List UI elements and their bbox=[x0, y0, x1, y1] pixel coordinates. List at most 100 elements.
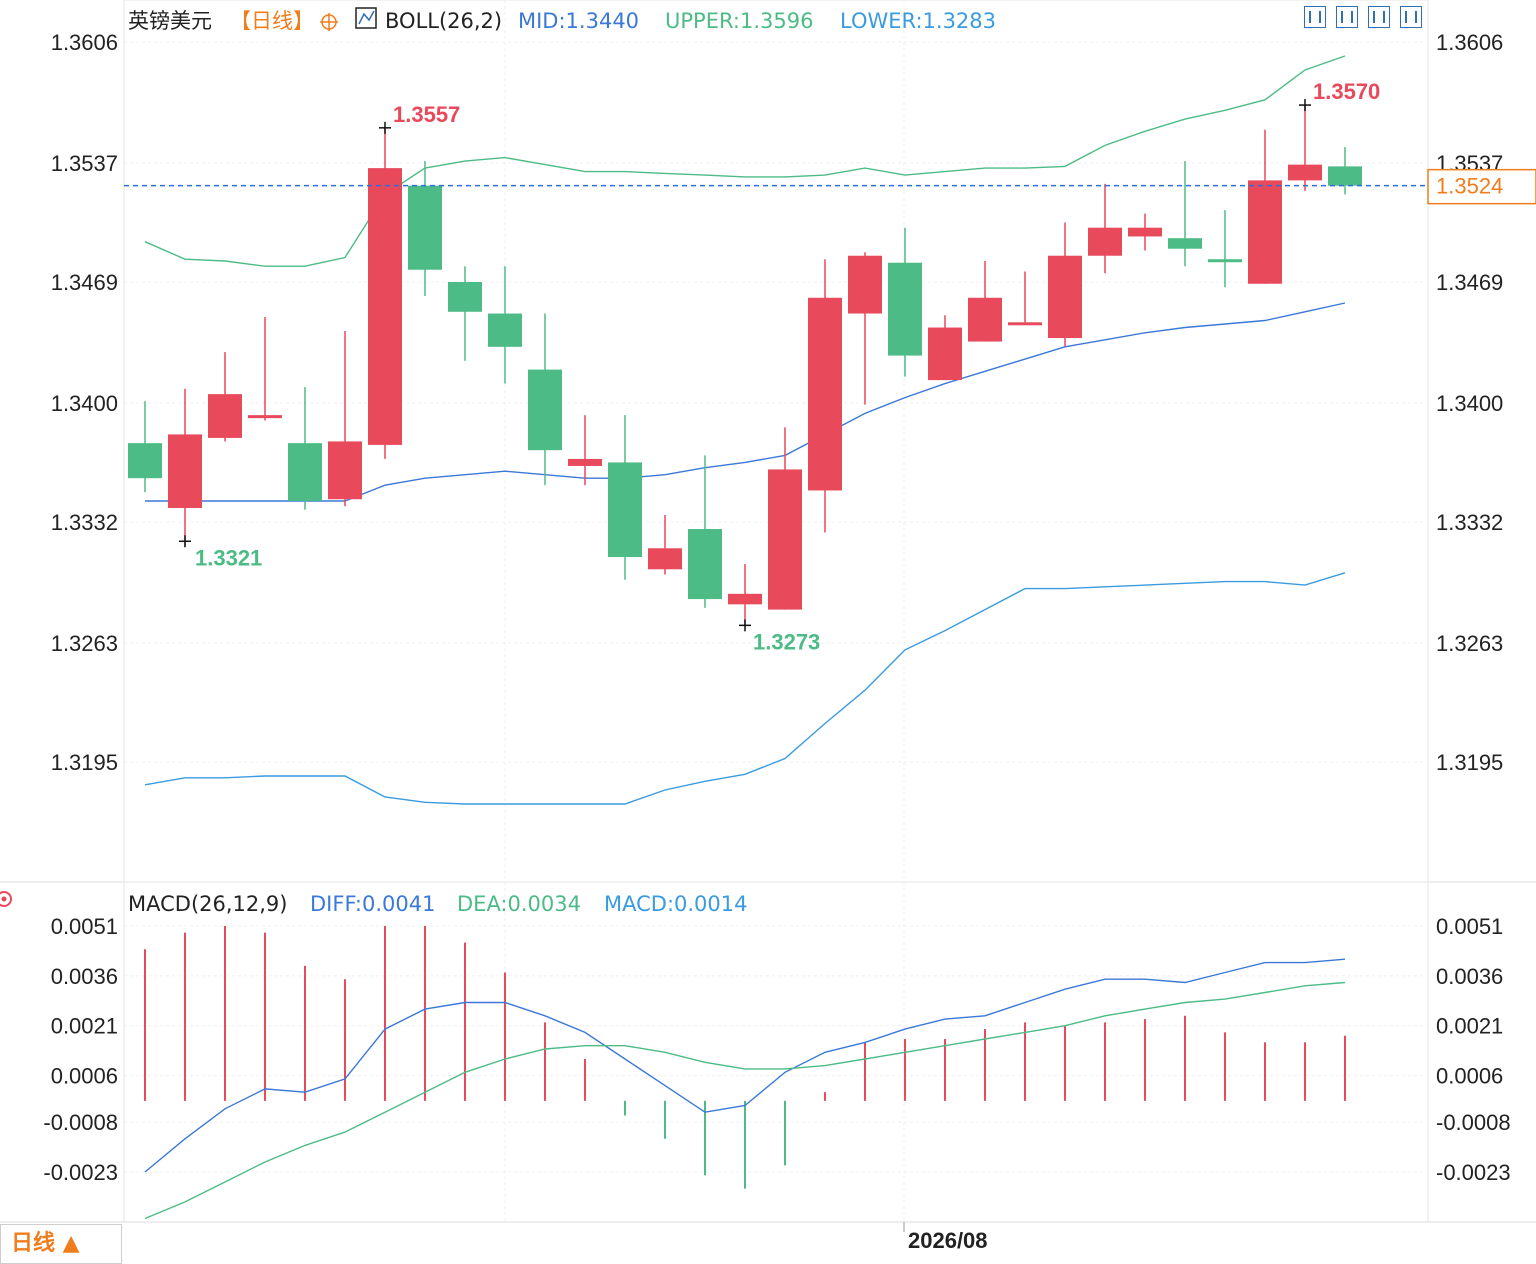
main-panel-frame bbox=[123, 0, 1429, 883]
price-tick-label-left: 1.3263 bbox=[51, 631, 118, 656]
candle-body bbox=[688, 529, 722, 600]
candle-up bbox=[1288, 105, 1322, 191]
macd-histogram bbox=[144, 926, 1346, 1189]
price-tick-label-left: 1.3332 bbox=[51, 510, 118, 535]
current-price-tag: 1.3524 bbox=[1427, 168, 1536, 205]
candle-body bbox=[928, 327, 962, 381]
price-tick-label-left: 1.3606 bbox=[51, 30, 118, 55]
candle-up bbox=[1008, 271, 1042, 326]
macd-dea-value: DEA:0.0034 bbox=[457, 892, 581, 916]
price-annotations: 1.3557 1.3321 1.3273 1.3570 bbox=[179, 79, 1380, 654]
boll-mid-value: MID:1.3440 bbox=[518, 9, 639, 33]
boll-upper-value: UPPER:1.3596 bbox=[665, 9, 813, 33]
price-axis-left: 1.3606 1.3537 1.3469 1.3400 1.3332 1.3263 1.31… bbox=[51, 30, 118, 775]
macd-tick-label-left: 0.0006 bbox=[51, 1064, 118, 1089]
toolbar-play-icon[interactable] bbox=[1368, 6, 1390, 28]
period-selector-button[interactable]: 日线 ▲ bbox=[0, 1224, 122, 1264]
candle-up bbox=[848, 252, 882, 405]
candle-up bbox=[728, 564, 762, 626]
candle-up bbox=[1048, 222, 1082, 347]
candle-up bbox=[168, 388, 202, 547]
macd-tick-label-left: -0.0023 bbox=[43, 1160, 118, 1185]
boll-lower-line bbox=[144, 572, 1346, 805]
date-label: 2026/08 bbox=[908, 1228, 988, 1253]
price-tick-label-right: 1.3263 bbox=[1436, 631, 1503, 656]
macd-tick-label-right: -0.0023 bbox=[1436, 1160, 1511, 1185]
macd-tick-label-left: -0.0008 bbox=[43, 1110, 118, 1135]
candle-body bbox=[528, 369, 562, 451]
indicator-name: BOLL(26,2) bbox=[385, 9, 502, 33]
boll-mid-line bbox=[145, 302, 1346, 502]
candle-body bbox=[848, 255, 882, 314]
toolbar-forward-icon[interactable] bbox=[1400, 6, 1422, 28]
candle-up bbox=[368, 127, 402, 459]
candle-up bbox=[1248, 129, 1282, 284]
candle-up bbox=[1128, 213, 1162, 251]
candle-body bbox=[208, 394, 242, 438]
macd-diff-value: DIFF:0.0041 bbox=[310, 892, 435, 916]
candle-down bbox=[1168, 161, 1202, 267]
toolbar-split-icon[interactable] bbox=[1336, 6, 1358, 28]
target-icon[interactable] bbox=[320, 13, 338, 31]
macd-dea-line bbox=[144, 981, 1346, 1220]
candle-up bbox=[328, 331, 362, 507]
candle-body bbox=[648, 548, 682, 570]
macd-tick-label-right: 0.0036 bbox=[1436, 964, 1503, 989]
candle-body bbox=[1168, 238, 1202, 249]
candle-body bbox=[1328, 166, 1362, 186]
candlesticks bbox=[128, 105, 1362, 626]
macd-macd-value: MACD:0.0014 bbox=[604, 892, 748, 916]
extreme-label-high_2: 1.3570 bbox=[1313, 79, 1380, 104]
boll-indicator-icon[interactable] bbox=[355, 7, 377, 29]
candle-down bbox=[408, 161, 442, 297]
period-tag[interactable]: 【日线】 bbox=[230, 9, 314, 33]
candle-body bbox=[408, 185, 442, 270]
boll-upper-line bbox=[144, 55, 1346, 267]
candle-body bbox=[248, 415, 282, 419]
candle-down bbox=[288, 387, 322, 510]
candle-body bbox=[1248, 180, 1282, 284]
candle-body bbox=[608, 462, 642, 558]
price-tick-label-right: 1.3195 bbox=[1436, 750, 1503, 775]
candle-body bbox=[288, 443, 322, 501]
macd-axis-left: 0.0051 0.0036 0.0021 0.0006 -0.0008 -0.0023 bbox=[43, 914, 118, 1185]
candle-up bbox=[248, 317, 282, 421]
toolbar-grid-icon[interactable] bbox=[1304, 6, 1326, 28]
current-price-label: 1.3524 bbox=[1436, 174, 1503, 199]
candle-body bbox=[1088, 227, 1122, 256]
extreme-label-high_1: 1.3557 bbox=[393, 102, 460, 127]
candle-up bbox=[1088, 183, 1122, 274]
macd-tick-label-right: 0.0006 bbox=[1436, 1064, 1503, 1089]
macd-tick-label-left: 0.0036 bbox=[51, 964, 118, 989]
candle-down bbox=[488, 266, 522, 384]
macd-axis-right: 0.0051 0.0036 0.0021 0.0006 -0.0008 -0.0023 bbox=[1436, 914, 1511, 1185]
price-tick-label-right: 1.3332 bbox=[1436, 510, 1503, 535]
candle-down bbox=[448, 266, 482, 361]
macd-tick-label-right: -0.0008 bbox=[1436, 1110, 1511, 1135]
candle-body bbox=[368, 168, 402, 445]
candle-body bbox=[1048, 255, 1082, 339]
macd-tick-label-right: 0.0051 bbox=[1436, 914, 1503, 939]
settings-icon[interactable] bbox=[0, 891, 12, 907]
macd-panel-frame bbox=[123, 881, 1429, 1223]
boll-lower-value: LOWER:1.3283 bbox=[840, 9, 996, 33]
candle-up bbox=[808, 259, 842, 533]
price-tick-label-right: 1.3400 bbox=[1436, 391, 1503, 416]
candle-body bbox=[808, 297, 842, 491]
candle-body bbox=[1208, 259, 1242, 263]
price-axis-right: 1.36061.35371.34691.34001.33321.32631.31… bbox=[1436, 30, 1503, 775]
price-tick-label-left: 1.3469 bbox=[51, 270, 118, 295]
candle-down bbox=[688, 455, 722, 608]
candle-down bbox=[128, 401, 162, 493]
candle-body bbox=[1128, 227, 1162, 237]
extreme-label-low_1: 1.3321 bbox=[195, 545, 262, 570]
price-tick-label-left: 1.3537 bbox=[51, 151, 118, 176]
candle-up bbox=[648, 514, 682, 575]
candle-up bbox=[968, 260, 1002, 342]
price-tick-label-left: 1.3400 bbox=[51, 391, 118, 416]
price-tick-label-right: 1.3606 bbox=[1436, 30, 1503, 55]
candle-body bbox=[168, 434, 202, 508]
candle-up bbox=[568, 415, 602, 486]
macd-lines bbox=[144, 958, 1346, 1220]
